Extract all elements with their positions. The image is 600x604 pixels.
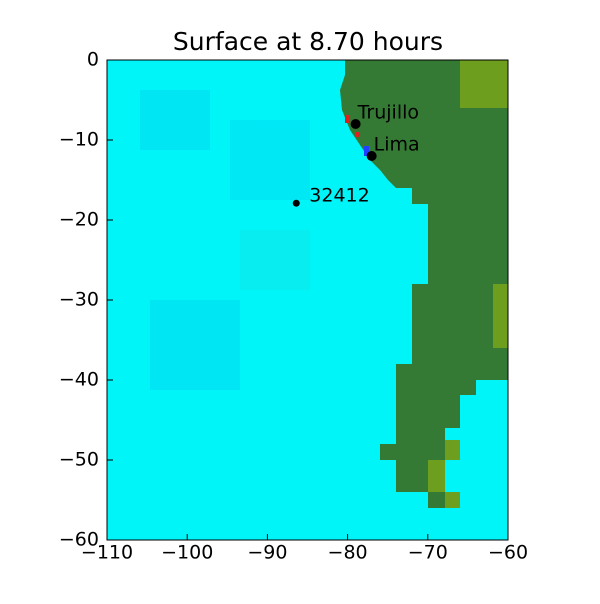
location-marker xyxy=(292,199,300,207)
x-tick-label: −100 xyxy=(161,542,213,564)
y-tick-label: −50 xyxy=(59,449,99,471)
highland xyxy=(428,60,508,508)
location-marker xyxy=(366,151,377,161)
x-tick-label: −110 xyxy=(81,542,133,564)
y-tick-label: −40 xyxy=(59,369,99,391)
y-tick-label: 0 xyxy=(87,49,99,71)
y-tick-label: −30 xyxy=(59,289,99,311)
land xyxy=(340,60,508,508)
location-marker xyxy=(350,119,361,129)
x-tick-label: −60 xyxy=(488,542,528,564)
x-tick-label: −70 xyxy=(408,542,448,564)
y-tick-label: −60 xyxy=(59,529,99,551)
y-tick-label: −20 xyxy=(59,209,99,231)
location-label: 32412 xyxy=(309,185,369,207)
x-tick-label: −80 xyxy=(328,542,368,564)
chart-title: Surface at 8.70 hours xyxy=(173,27,443,56)
ocean-shading xyxy=(140,90,310,390)
location-label: Trujillo xyxy=(357,102,419,124)
coastal-wave xyxy=(345,115,369,156)
location-label: Lima xyxy=(374,134,420,156)
x-tick-label: −90 xyxy=(247,542,287,564)
y-tick-label: −10 xyxy=(59,129,99,151)
